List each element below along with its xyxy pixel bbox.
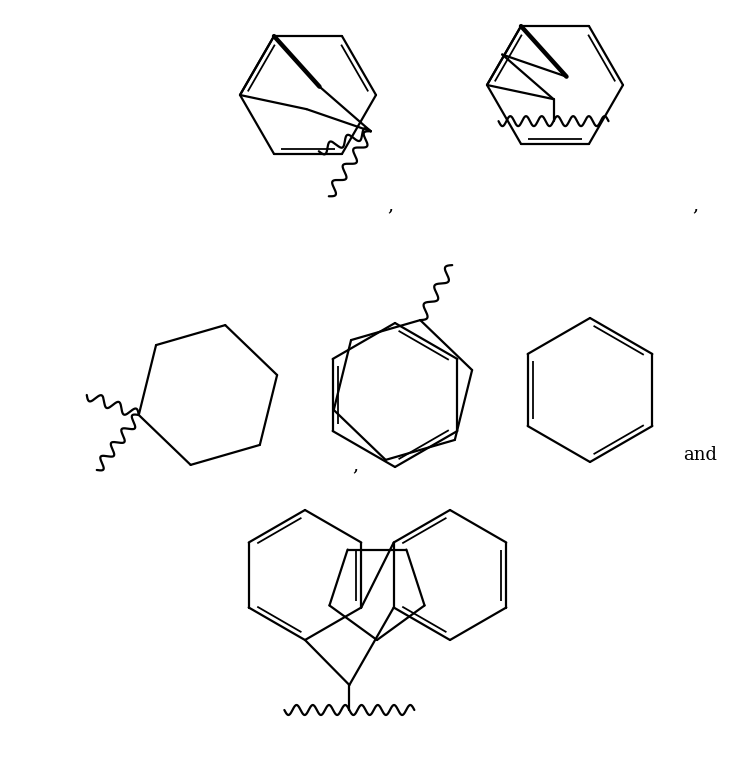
Text: and: and xyxy=(683,446,717,464)
Text: ,: , xyxy=(387,196,393,214)
Text: ,: , xyxy=(352,456,358,474)
Text: ,: , xyxy=(692,196,698,214)
